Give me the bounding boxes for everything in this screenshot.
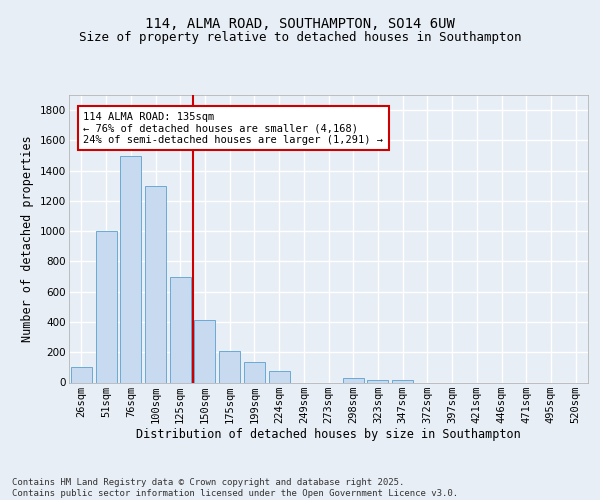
Text: 114 ALMA ROAD: 135sqm
← 76% of detached houses are smaller (4,168)
24% of semi-d: 114 ALMA ROAD: 135sqm ← 76% of detached … — [83, 112, 383, 145]
Bar — [392, 380, 413, 382]
Bar — [269, 371, 290, 382]
Bar — [244, 362, 265, 382]
Y-axis label: Number of detached properties: Number of detached properties — [22, 136, 34, 342]
Bar — [71, 366, 92, 382]
Bar — [219, 350, 240, 382]
Bar — [170, 276, 191, 382]
Bar — [367, 380, 388, 382]
Bar — [194, 320, 215, 382]
Text: Size of property relative to detached houses in Southampton: Size of property relative to detached ho… — [79, 31, 521, 44]
Text: Contains HM Land Registry data © Crown copyright and database right 2025.
Contai: Contains HM Land Registry data © Crown c… — [12, 478, 458, 498]
Bar — [145, 186, 166, 382]
X-axis label: Distribution of detached houses by size in Southampton: Distribution of detached houses by size … — [136, 428, 521, 442]
Text: 114, ALMA ROAD, SOUTHAMPTON, SO14 6UW: 114, ALMA ROAD, SOUTHAMPTON, SO14 6UW — [145, 18, 455, 32]
Bar — [343, 378, 364, 382]
Bar — [120, 156, 141, 382]
Bar — [95, 231, 116, 382]
